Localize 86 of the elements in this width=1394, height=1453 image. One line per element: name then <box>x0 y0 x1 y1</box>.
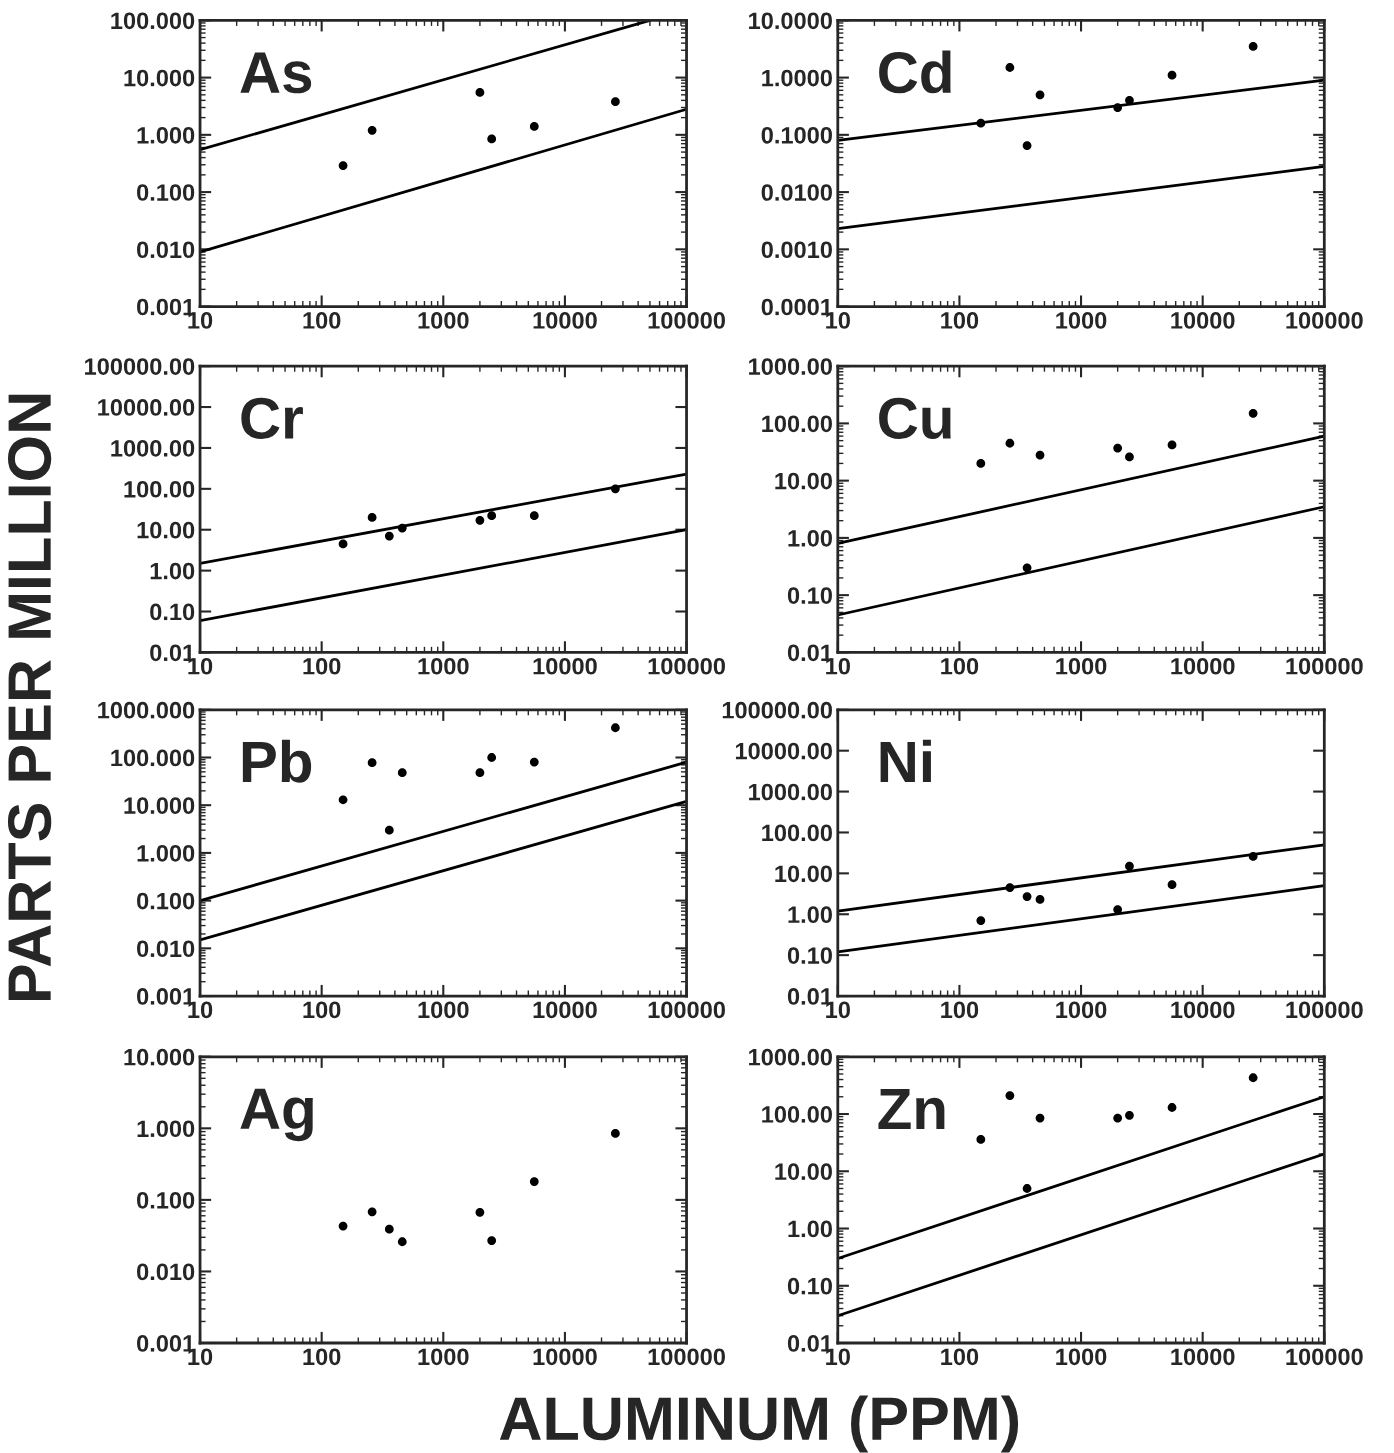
y-tick-label: 10.00 <box>775 472 832 490</box>
x-tick-label: 1000 <box>418 657 469 675</box>
x-tick-label: 100000 <box>648 1001 725 1019</box>
x-tick-label: 10000 <box>533 1001 597 1019</box>
x-tick-label: 100000 <box>1286 657 1363 675</box>
y-tick-label: 1000.000 <box>98 701 195 719</box>
x-tick-label: 100000 <box>1286 1348 1363 1366</box>
y-tick-label: 10.0000 <box>749 12 832 30</box>
x-tick-label: 1000 <box>1056 1001 1107 1019</box>
x-tick-label: 100 <box>941 1001 979 1019</box>
y-tick-label: 0.100 <box>137 1191 195 1209</box>
x-tick-label: 10000 <box>1171 312 1235 329</box>
y-tick-label: 1.00 <box>788 529 832 547</box>
x-tick-label: 100 <box>303 1001 341 1019</box>
y-tick-label: 10.00 <box>775 1163 832 1181</box>
y-tick-label: 100.000 <box>111 749 195 767</box>
x-tick-label: 100 <box>303 1348 341 1366</box>
annotation: Cr <box>241 397 303 440</box>
y-tick-label: 100.00 <box>762 824 832 842</box>
x-tick-label: 10000 <box>1171 657 1235 675</box>
y-axis-title: PARTS PER MILLION <box>7 394 52 1001</box>
y-tick-label: 100000.00 <box>722 701 832 719</box>
x-tick-label: 10000 <box>1171 1001 1235 1019</box>
x-tick-label: 1000 <box>1056 312 1107 329</box>
y-tick-label: 0.10 <box>787 587 832 604</box>
y-tick-label: 10000.00 <box>735 742 832 760</box>
y-tick-label: 1.000 <box>137 844 195 862</box>
x-tick-label: 100 <box>303 312 341 329</box>
x-tick-label: 100 <box>941 1348 979 1366</box>
y-tick-label: 100.000 <box>111 12 195 30</box>
y-tick-label: 1.0000 <box>762 69 832 87</box>
x-tick-label: 100000 <box>1286 312 1363 329</box>
y-tick-label: 0.0100 <box>761 184 832 201</box>
y-tick-label: 0.010 <box>137 241 195 259</box>
y-tick-label: 1.00 <box>150 562 195 580</box>
y-tick-label: 10000.00 <box>98 399 195 416</box>
y-tick-label: 0.10 <box>787 947 832 964</box>
y-tick-label: 1000.00 <box>749 1048 832 1066</box>
x-tick-label: 1000 <box>1056 657 1107 675</box>
y-tick-label: 10.00 <box>137 521 195 539</box>
annotation: Pb <box>242 739 312 783</box>
y-tick-label: 1.00 <box>788 1220 832 1238</box>
x-axis-title: ALUMINUM (PPM) <box>499 1395 1019 1453</box>
y-tick-label: 10.00 <box>775 865 832 883</box>
annotation: Cu <box>879 397 951 440</box>
x-tick-label: 10000 <box>533 1348 597 1366</box>
y-tick-label: 0.100 <box>137 184 195 201</box>
y-tick-label: 100.00 <box>762 1106 832 1123</box>
x-tick-label: 1000 <box>418 1348 469 1366</box>
y-tick-label: 1000.00 <box>111 440 195 457</box>
x-tick-label: 1000 <box>418 312 469 329</box>
x-tick-label: 1000 <box>1056 1348 1107 1366</box>
x-tick-label: 1000 <box>418 1001 469 1019</box>
y-tick-label: 100.00 <box>124 480 195 498</box>
x-tick-label: 100000 <box>648 657 725 675</box>
y-tick-label: 10.000 <box>124 69 195 87</box>
annotation: Zn <box>878 1088 945 1130</box>
x-tick-label: 10000 <box>533 657 597 675</box>
y-tick-label: 1.000 <box>137 1120 195 1138</box>
y-tick-label: 10.000 <box>124 1048 195 1066</box>
annotation: Ni <box>880 739 931 783</box>
y-tick-label: 1.000 <box>137 126 195 144</box>
x-tick-label: 100000 <box>648 1348 725 1366</box>
x-tick-label: 100 <box>941 312 979 329</box>
y-tick-label: 1000.00 <box>749 358 832 375</box>
y-tick-label: 0.1000 <box>761 126 832 144</box>
y-tick-label: 0.10 <box>787 1277 832 1295</box>
annotation: Ag <box>240 1088 313 1142</box>
y-tick-label: 100000.00 <box>85 358 195 375</box>
x-tick-label: 100000 <box>648 312 725 329</box>
y-tick-label: 0.10 <box>150 603 195 621</box>
x-tick-label: 10000 <box>1171 1348 1235 1366</box>
annotation: Cd <box>879 50 951 94</box>
y-tick-label: 10.000 <box>124 797 195 814</box>
x-tick-label: 100 <box>941 657 979 675</box>
y-tick-label: 0.010 <box>137 1263 195 1281</box>
annotation: As <box>240 52 312 94</box>
y-tick-label: 0.010 <box>137 940 195 958</box>
y-tick-label: 0.0010 <box>761 241 832 259</box>
y-tick-label: 1000.00 <box>749 783 832 801</box>
x-tick-label: 100000 <box>1286 1001 1363 1019</box>
x-tick-label: 10000 <box>533 312 597 329</box>
y-tick-label: 100.00 <box>762 415 832 433</box>
y-tick-label: 0.100 <box>137 892 195 910</box>
x-tick-label: 100 <box>303 657 341 675</box>
y-tick-label: 1.00 <box>788 906 832 924</box>
